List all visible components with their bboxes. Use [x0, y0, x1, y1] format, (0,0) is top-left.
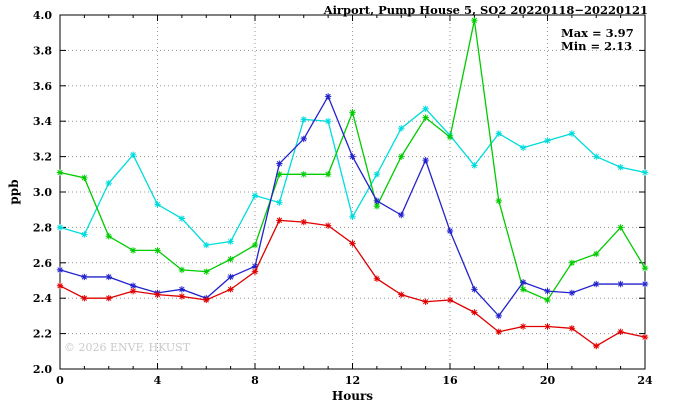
series-cyan: [59, 107, 646, 246]
svg-text:3.8: 3.8: [33, 44, 52, 57]
svg-text:8: 8: [251, 374, 259, 387]
svg-text:3.2: 3.2: [33, 151, 52, 164]
svg-text:24: 24: [637, 374, 653, 387]
svg-text:16: 16: [442, 374, 458, 387]
svg-text:2.4: 2.4: [33, 292, 52, 305]
y-axis-label: ppb: [7, 179, 21, 205]
chart-title: Airport, Pump House 5, SO2 20220118−2022…: [323, 3, 648, 17]
svg-text:2.6: 2.6: [33, 257, 52, 270]
svg-text:2.0: 2.0: [33, 363, 52, 376]
max-min-annotation: Max = 3.97 Min = 2.13: [561, 27, 634, 53]
svg-text:0: 0: [56, 374, 64, 387]
x-axis-label: Hours: [331, 389, 374, 403]
min-value-label: Min = 2.13: [561, 39, 633, 53]
svg-text:3.4: 3.4: [33, 115, 52, 128]
svg-text:2.8: 2.8: [33, 221, 52, 234]
svg-text:12: 12: [345, 374, 360, 387]
series-blue: [59, 94, 645, 317]
series-green: [59, 20, 646, 301]
series-blue-markers: [56, 93, 649, 320]
series-green-markers: [56, 17, 649, 304]
svg-text:3.6: 3.6: [33, 80, 52, 93]
svg-text:20: 20: [540, 374, 556, 387]
svg-text:4: 4: [154, 374, 162, 387]
series-red-markers: [56, 217, 649, 350]
watermark: © 2026 ENVF, HKUST: [64, 341, 191, 354]
svg-text:4.0: 4.0: [33, 9, 52, 22]
max-value-label: Max = 3.97: [561, 26, 634, 40]
svg-text:3.0: 3.0: [33, 186, 52, 199]
svg-text:2.2: 2.2: [33, 328, 52, 341]
